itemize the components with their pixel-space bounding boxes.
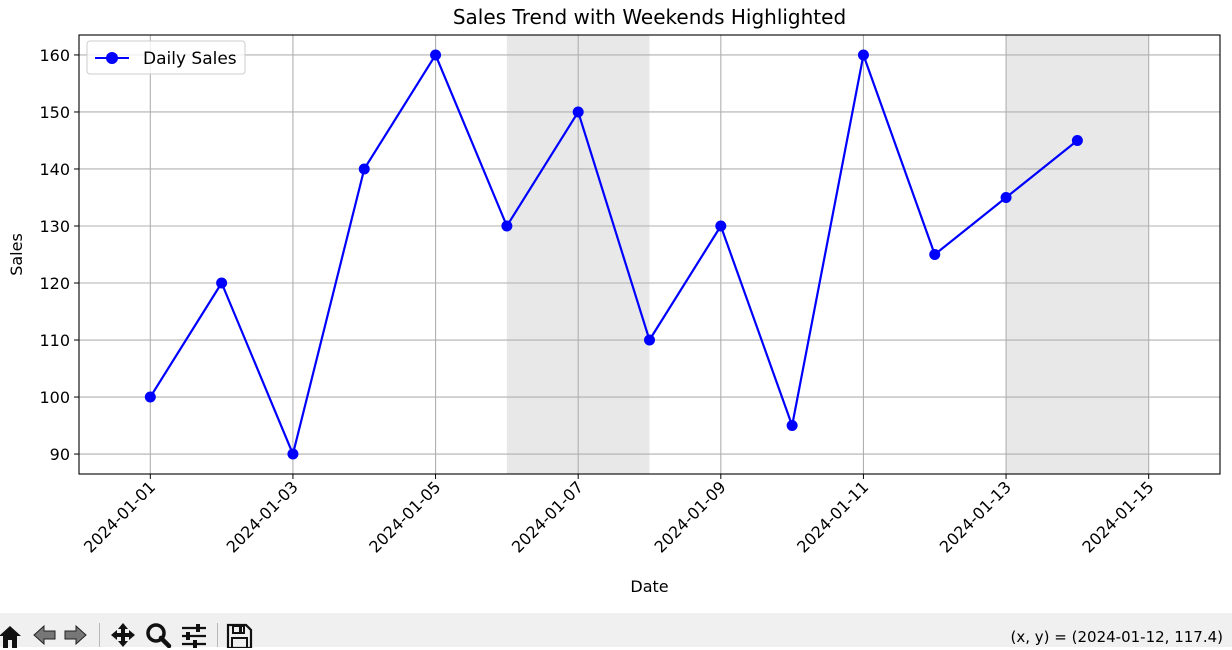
back-button[interactable] bbox=[29, 622, 59, 650]
sales-line-chart: 90 100 110 120 130 140 150 160 2024-01-01 2024-01… bbox=[7, 5, 1221, 596]
legend-box bbox=[86, 40, 246, 75]
x-tick-label: 2024-01-01 bbox=[80, 477, 159, 556]
data-point bbox=[430, 49, 442, 61]
legend-marker-swatch bbox=[106, 52, 118, 64]
y-tick-label: 120 bbox=[39, 274, 70, 293]
x-tick-label: 2024-01-15 bbox=[1078, 477, 1157, 556]
save-icon bbox=[226, 623, 253, 648]
figure: 90 100 110 120 130 140 150 160 2024-01-01 2024-01… bbox=[7, 5, 1221, 596]
pan-icon bbox=[111, 623, 135, 647]
data-point bbox=[857, 49, 869, 61]
pan-button[interactable] bbox=[108, 622, 138, 650]
y-tick-label: 150 bbox=[39, 103, 70, 122]
data-point bbox=[715, 220, 727, 232]
data-point bbox=[644, 334, 655, 346]
y-tick-label: 110 bbox=[39, 331, 70, 350]
y-tick-label: 160 bbox=[39, 46, 70, 65]
x-tick-label: 2024-01-03 bbox=[223, 477, 302, 556]
data-point bbox=[1071, 134, 1083, 146]
zoom-button[interactable] bbox=[143, 622, 173, 650]
legend-label-daily-sales: Daily Sales bbox=[143, 49, 237, 69]
data-point bbox=[572, 106, 584, 118]
data-point bbox=[144, 391, 156, 403]
data-point bbox=[786, 420, 798, 432]
data-point bbox=[1000, 191, 1012, 203]
x-tick-label: 2024-01-07 bbox=[508, 477, 587, 556]
forward-arrow-icon bbox=[64, 624, 87, 646]
legend: Daily Sales bbox=[86, 40, 246, 75]
weekend-span bbox=[1006, 35, 1149, 474]
y-tick-label: 140 bbox=[39, 160, 70, 179]
y-tick-label: 100 bbox=[39, 388, 70, 407]
plot-frame bbox=[78, 34, 1221, 475]
cursor-coordinates-readout: (x, y) = (2024-01-12, 117.4) bbox=[1010, 628, 1223, 646]
back-arrow-icon bbox=[33, 624, 56, 646]
chart-title: Sales Trend with Weekends Highlighted bbox=[453, 5, 846, 29]
x-tick-label: 2024-01-05 bbox=[365, 477, 444, 556]
y-tick-label: 90 bbox=[50, 445, 70, 464]
data-point bbox=[501, 220, 513, 232]
data-point bbox=[216, 277, 228, 289]
data-point bbox=[929, 249, 941, 260]
x-tick-label: 2024-01-09 bbox=[650, 477, 729, 556]
zoom-icon bbox=[146, 623, 172, 648]
x-tick-label: 2024-01-11 bbox=[793, 477, 872, 556]
data-point bbox=[287, 448, 299, 460]
y-axis-label: Sales bbox=[7, 233, 26, 276]
x-tick-label: 2024-01-13 bbox=[936, 477, 1015, 556]
sliders-icon bbox=[182, 624, 206, 648]
home-icon bbox=[0, 626, 21, 648]
data-point bbox=[358, 163, 370, 175]
save-button[interactable] bbox=[224, 622, 254, 650]
x-axis-label: Date bbox=[630, 577, 668, 596]
forward-button[interactable] bbox=[61, 622, 91, 650]
toolbar-separator bbox=[99, 623, 100, 647]
toolbar-separator bbox=[217, 623, 218, 647]
home-button[interactable] bbox=[0, 622, 25, 650]
configure-subplots-button[interactable] bbox=[179, 622, 209, 650]
navigation-toolbar: (x, y) = (2024-01-12, 117.4) bbox=[0, 613, 1232, 650]
daily-sales-line bbox=[149, 53, 1079, 456]
y-tick-label: 130 bbox=[39, 217, 70, 236]
